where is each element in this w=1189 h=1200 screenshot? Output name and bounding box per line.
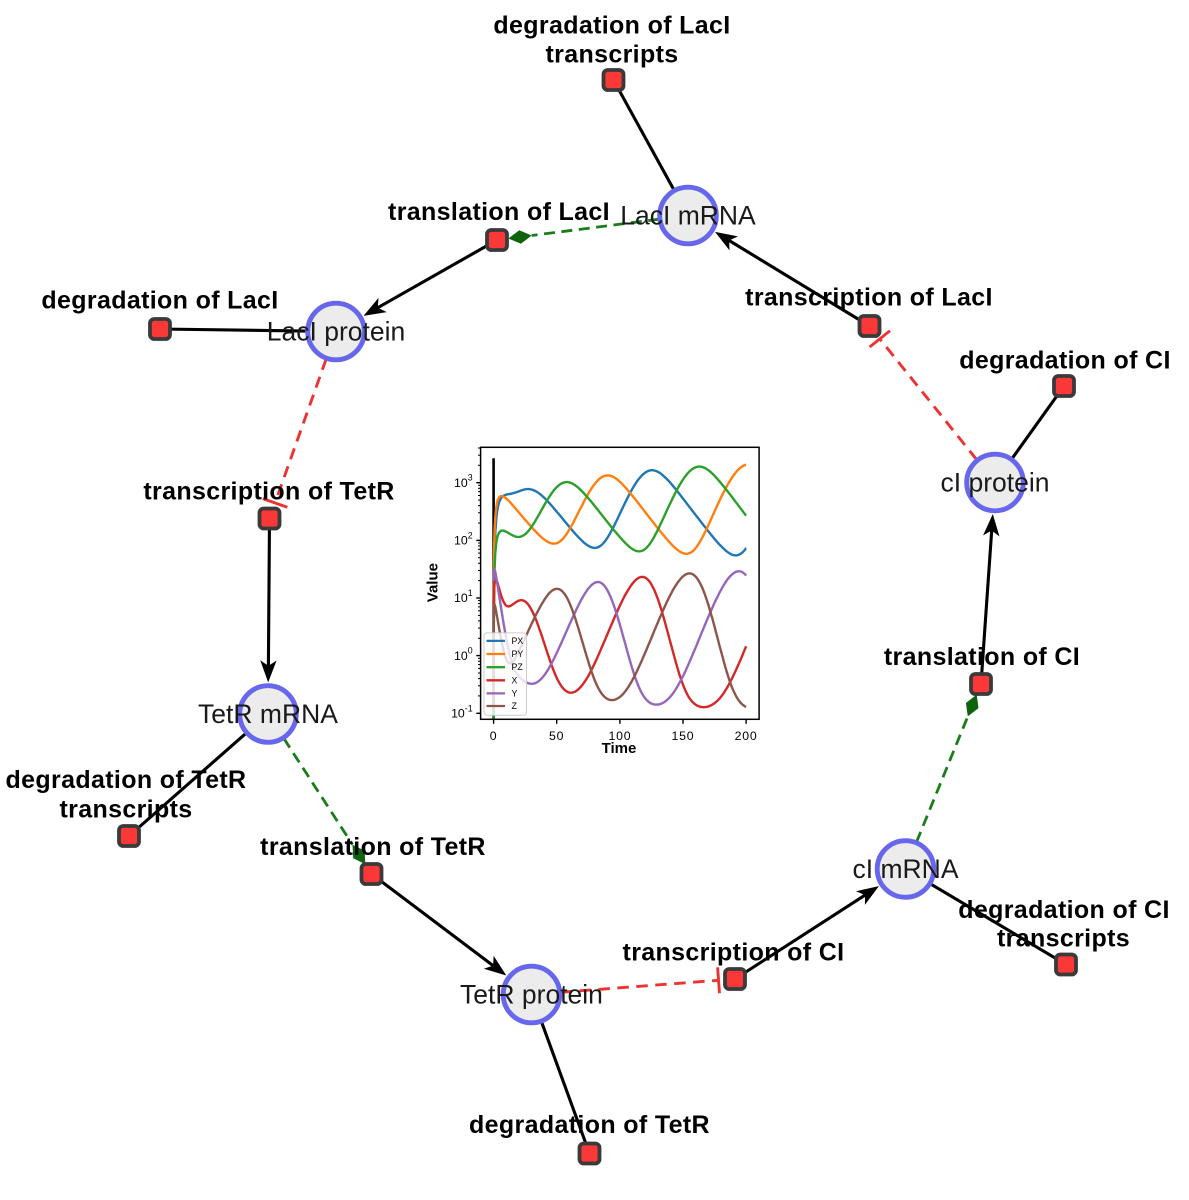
svg-text:translation of CI: translation of CI bbox=[884, 643, 1080, 671]
svg-text:0: 0 bbox=[490, 729, 498, 743]
svg-text:cI mRNA: cI mRNA bbox=[853, 854, 959, 884]
svg-text:degradation of CI: degradation of CI bbox=[959, 347, 1171, 375]
svg-text:transcripts: transcripts bbox=[997, 925, 1130, 953]
svg-text:Y: Y bbox=[512, 688, 518, 698]
svg-text:Time: Time bbox=[602, 740, 637, 757]
svg-text:PY: PY bbox=[512, 649, 524, 659]
svg-text:translation of LacI: translation of LacI bbox=[388, 198, 610, 226]
svg-text:100: 100 bbox=[608, 729, 631, 743]
svg-text:degradation of TetR: degradation of TetR bbox=[469, 1111, 710, 1139]
svg-text:transcripts: transcripts bbox=[59, 796, 192, 824]
svg-text:LacI mRNA: LacI mRNA bbox=[620, 201, 756, 231]
svg-text:150: 150 bbox=[672, 729, 695, 743]
svg-text:PX: PX bbox=[512, 636, 524, 646]
svg-text:200: 200 bbox=[735, 729, 758, 743]
svg-text:transcripts: transcripts bbox=[545, 41, 678, 69]
svg-text:degradation of TetR: degradation of TetR bbox=[6, 766, 247, 794]
svg-text:transcription of CI: transcription of CI bbox=[623, 939, 845, 967]
svg-text:X: X bbox=[512, 675, 518, 685]
svg-text:50: 50 bbox=[549, 729, 564, 743]
svg-text:LacI protein: LacI protein bbox=[267, 317, 405, 347]
svg-text:degradation of LacI: degradation of LacI bbox=[493, 12, 730, 40]
svg-text:transcription of LacI: transcription of LacI bbox=[745, 284, 993, 312]
svg-text:PZ: PZ bbox=[512, 662, 524, 672]
svg-text:TetR mRNA: TetR mRNA bbox=[198, 699, 338, 729]
svg-text:TetR protein: TetR protein bbox=[460, 980, 603, 1010]
svg-text:translation of TetR: translation of TetR bbox=[260, 833, 486, 861]
svg-text:degradation of LacI: degradation of LacI bbox=[41, 287, 278, 315]
svg-text:Value: Value bbox=[425, 563, 442, 602]
svg-text:degradation of CI: degradation of CI bbox=[958, 896, 1170, 924]
svg-text:cI protein: cI protein bbox=[940, 468, 1049, 498]
svg-text:transcription of TetR: transcription of TetR bbox=[143, 478, 394, 506]
svg-text:Z: Z bbox=[512, 701, 518, 711]
